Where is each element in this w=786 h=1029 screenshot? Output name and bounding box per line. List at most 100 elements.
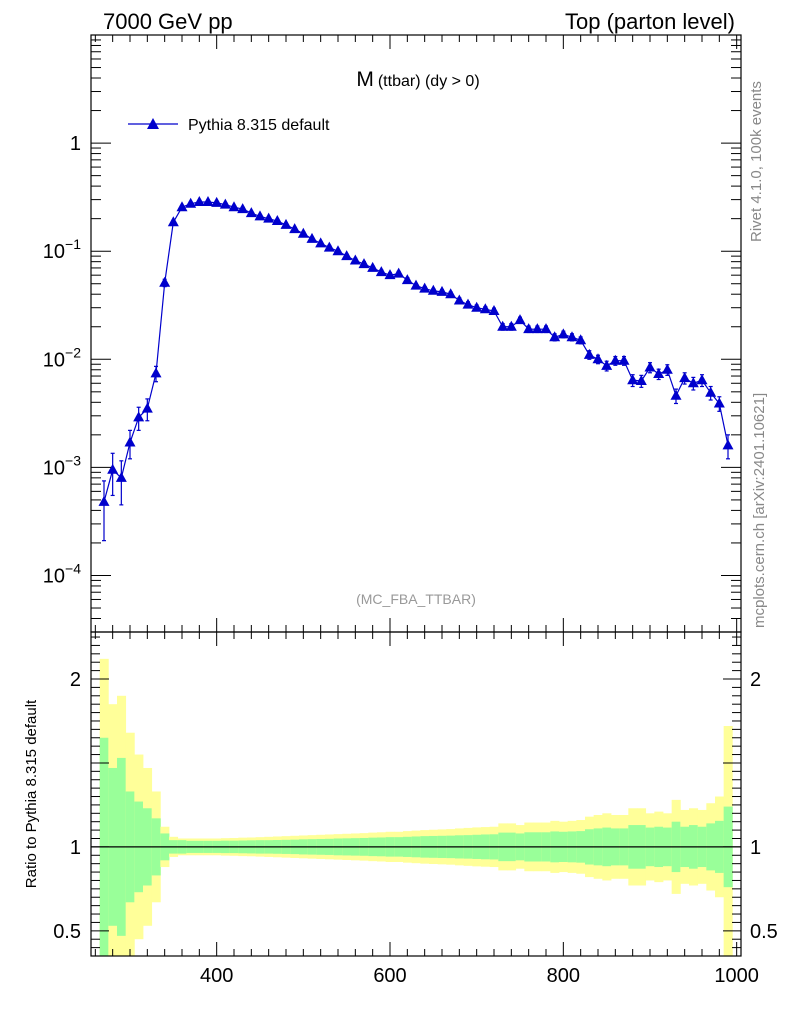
ratio-panel: 0.5 0.5 1 1 2 2 400 600 800 1000 Ratio to Pythia … [23, 631, 778, 987]
main-ticks [91, 35, 741, 633]
y-tick-label: 10−2 [43, 344, 81, 371]
y-tick-label: 1 [70, 133, 81, 155]
data-point [393, 267, 405, 278]
header-left: 7000 GeV pp [103, 9, 233, 34]
data-point [384, 269, 396, 280]
data-point [280, 218, 292, 229]
data-point [679, 372, 691, 383]
main-panel: 1 10−1 10−2 10−3 10−4 M (ttbar) (dy > 0) (MC_… [43, 34, 742, 633]
data-point [505, 320, 517, 331]
data-point [462, 298, 474, 309]
data-point [228, 201, 240, 212]
data-point [653, 368, 665, 379]
data-point [609, 354, 621, 365]
x-tick-label: 1000 [714, 965, 759, 987]
data-point [150, 367, 162, 378]
data-point [115, 471, 127, 482]
legend-label: Pythia 8.315 default [188, 117, 330, 134]
data-point [427, 284, 439, 295]
data-point [263, 212, 275, 223]
data-point [531, 323, 543, 334]
data-point [133, 411, 145, 422]
data-point [635, 374, 647, 385]
data-point [367, 261, 379, 272]
data-point [349, 254, 361, 265]
y-tick-label: 10−4 [43, 560, 81, 587]
data-point [514, 314, 526, 325]
data-point [289, 223, 301, 234]
data-point [98, 495, 110, 506]
ratio-ticks [91, 632, 741, 956]
y-tick-label: 10−1 [43, 236, 81, 263]
data-point [618, 354, 630, 365]
rivet-label: Rivet 4.1.0, 100k events [748, 81, 765, 242]
data-point [107, 463, 119, 474]
data-point [566, 331, 578, 342]
data-point [644, 361, 656, 372]
data-point [124, 436, 136, 447]
ratio-y-tick-label-right: 2 [750, 669, 761, 691]
ratio-tick-labels: 0.5 0.5 1 1 2 2 400 600 800 1000 [53, 669, 778, 987]
data-point [211, 196, 223, 207]
ratio-y-tick-label-right: 0.5 [750, 921, 778, 943]
data-point [705, 386, 717, 397]
ratio-y-axis-label: Ratio to Pythia 8.315 default [23, 699, 40, 888]
data-point [592, 353, 604, 364]
data-point [687, 377, 699, 388]
data-point [141, 402, 153, 413]
data-point [159, 276, 171, 287]
data-point [245, 207, 257, 218]
data-point [722, 439, 734, 450]
data-point [358, 258, 370, 269]
x-tick-label: 600 [373, 965, 406, 987]
data-point [713, 397, 725, 408]
data-point [419, 282, 431, 293]
series-line [103, 201, 729, 502]
main-y-tick-labels: 1 10−1 10−2 10−3 10−4 [43, 133, 81, 587]
ratio-y-tick-label-left: 2 [70, 669, 81, 691]
data-point [202, 196, 214, 207]
legend-triangle-marker [147, 118, 159, 129]
data-point [557, 328, 569, 339]
data-point [696, 374, 708, 385]
y-tick-label: 10−3 [43, 452, 81, 479]
analysis-watermark: (MC_FBA_TTBAR) [356, 591, 476, 607]
data-point [315, 237, 327, 248]
plot-title: M (ttbar) (dy > 0) [356, 68, 479, 91]
data-point [661, 363, 673, 374]
data-point [167, 216, 179, 227]
plot-title-main: M [356, 68, 374, 91]
data-point [436, 285, 448, 296]
ratio-bands [99, 658, 733, 956]
data-point [306, 232, 318, 243]
data-point [410, 279, 422, 290]
data-point [583, 348, 595, 359]
data-point [445, 288, 457, 299]
data-point [471, 301, 483, 312]
ratio-y-tick-label-right: 1 [750, 837, 761, 859]
data-point [271, 215, 283, 226]
data-point [341, 250, 353, 261]
x-tick-label: 400 [200, 965, 233, 987]
data-point [185, 197, 197, 208]
data-point [575, 334, 587, 345]
data-point [523, 323, 535, 334]
data-point [601, 359, 613, 370]
data-point [237, 203, 249, 214]
data-point [193, 196, 205, 207]
data-point [219, 198, 231, 209]
data-point [670, 389, 682, 400]
data-point [488, 304, 500, 315]
ratio-y-tick-label-left: 1 [70, 837, 81, 859]
data-point [453, 294, 465, 305]
data-point [254, 210, 266, 221]
mcplots-label: mcplots.cern.ch [arXiv:2401.10621] [751, 393, 768, 628]
x-tick-label: 800 [547, 965, 580, 987]
data-point [549, 331, 561, 342]
ratio-y-tick-label-left: 0.5 [53, 921, 81, 943]
plot-title-sub: (ttbar) (dy > 0) [378, 73, 480, 90]
data-point [627, 374, 639, 385]
data-point [297, 227, 309, 238]
data-point [479, 303, 491, 314]
